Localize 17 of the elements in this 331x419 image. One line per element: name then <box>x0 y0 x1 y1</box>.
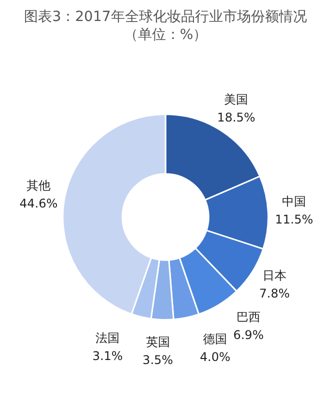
data-label: 44.6% <box>20 196 58 211</box>
slice-label: 巴西 <box>236 310 260 324</box>
slice-label: 美国 <box>224 92 248 107</box>
slice-label: 日本 <box>262 268 286 283</box>
slice-label: 其他 <box>26 178 51 193</box>
slice-label: 德国 <box>203 332 228 346</box>
slice-label: 中国 <box>282 194 306 208</box>
data-label: 4.0% <box>200 350 230 364</box>
data-label: 3.5% <box>142 352 174 367</box>
data-label: 18.5% <box>217 110 256 125</box>
data-label: 11.5% <box>275 212 314 226</box>
data-label: 3.1% <box>92 349 123 364</box>
data-label: 6.9% <box>233 328 264 342</box>
slice-label: 英国 <box>146 334 170 349</box>
slice-label: 法国 <box>96 331 120 346</box>
data-label: 7.8% <box>259 286 290 301</box>
chart-title: 图表3：2017年全球化妆品行业市场份额情况（单位：%） <box>23 8 308 44</box>
